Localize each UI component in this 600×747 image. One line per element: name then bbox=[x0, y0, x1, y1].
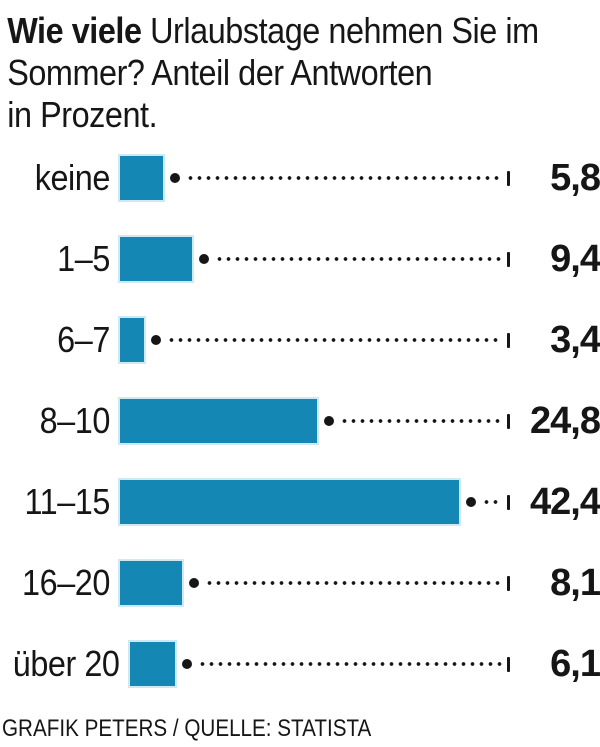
value-label: 8,1 bbox=[550, 561, 600, 604]
bar-row: 16–20 8,1 bbox=[0, 559, 600, 607]
axis-tick bbox=[507, 575, 510, 591]
axis-tick bbox=[507, 494, 510, 510]
dotted-leader-line bbox=[340, 419, 502, 423]
bar-end-dot-icon bbox=[199, 254, 209, 264]
dotted-leader-line bbox=[205, 581, 502, 585]
bar bbox=[118, 154, 165, 202]
dotted-leader-line bbox=[215, 257, 502, 261]
value-label: 24,8 bbox=[530, 399, 600, 442]
axis-tick bbox=[507, 332, 510, 348]
bar-row: 1–5 9,4 bbox=[0, 235, 600, 283]
bar-row: 11–15 42,4 bbox=[0, 478, 600, 526]
title-line-2: Sommer? Anteil der Antworten bbox=[7, 52, 433, 93]
bar bbox=[118, 478, 461, 526]
value-label: 6,1 bbox=[550, 642, 600, 685]
axis-tick bbox=[507, 170, 510, 186]
dotted-leader-line bbox=[482, 500, 502, 504]
bar-row: keine 5,8 bbox=[0, 154, 600, 202]
axis-tick bbox=[507, 251, 510, 267]
bar-end-dot-icon bbox=[170, 173, 180, 183]
title-bold-lead: Wie viele bbox=[7, 10, 142, 51]
bar-end-dot-icon bbox=[324, 416, 334, 426]
axis-tick bbox=[507, 413, 510, 429]
chart-title: Wie viele Urlaubstage nehmen Sie im Somm… bbox=[0, 10, 540, 136]
bar-row: 8–10 24,8 bbox=[0, 397, 600, 445]
row-label: 6–7 bbox=[57, 319, 110, 360]
value-label: 5,8 bbox=[550, 156, 600, 199]
bar-rows-container: keine 5,8 1–5 9,4 6–7 3,4 8–10 24,8 11–1… bbox=[0, 154, 600, 688]
row-label: keine bbox=[34, 157, 111, 198]
row-label: 11–15 bbox=[24, 481, 110, 522]
row-label: 8–10 bbox=[39, 400, 111, 441]
dotted-leader-line bbox=[186, 176, 502, 180]
value-label: 42,4 bbox=[530, 480, 600, 523]
row-label: 1–5 bbox=[57, 238, 110, 279]
value-label: 3,4 bbox=[550, 318, 600, 361]
footer-credit: GRAFIK PETERS / QUELLE: STATISTA bbox=[2, 715, 372, 742]
bar-end-dot-icon bbox=[181, 659, 192, 669]
title-line-1: Wie viele Urlaubstage nehmen Sie im bbox=[7, 10, 540, 52]
value-label: 9,4 bbox=[550, 237, 600, 280]
row-label: über 20 bbox=[12, 643, 120, 684]
bar bbox=[118, 559, 184, 607]
bar-end-dot-icon bbox=[466, 497, 476, 507]
bar bbox=[127, 640, 177, 688]
dotted-leader-line bbox=[197, 662, 502, 666]
title-line-3: in Prozent. bbox=[7, 94, 158, 135]
bar bbox=[118, 397, 319, 445]
bar-end-dot-icon bbox=[189, 578, 199, 588]
dotted-leader-line bbox=[167, 338, 502, 342]
bar-end-dot-icon bbox=[151, 335, 161, 345]
title-line-1-rest: Urlaubstage nehmen Sie im bbox=[141, 10, 539, 51]
bar-row: 6–7 3,4 bbox=[0, 316, 600, 364]
axis-tick bbox=[507, 656, 510, 672]
row-label: 16–20 bbox=[22, 562, 110, 603]
bar bbox=[118, 235, 194, 283]
bar-row: über 20 6,1 bbox=[0, 640, 600, 688]
bar bbox=[118, 316, 146, 364]
